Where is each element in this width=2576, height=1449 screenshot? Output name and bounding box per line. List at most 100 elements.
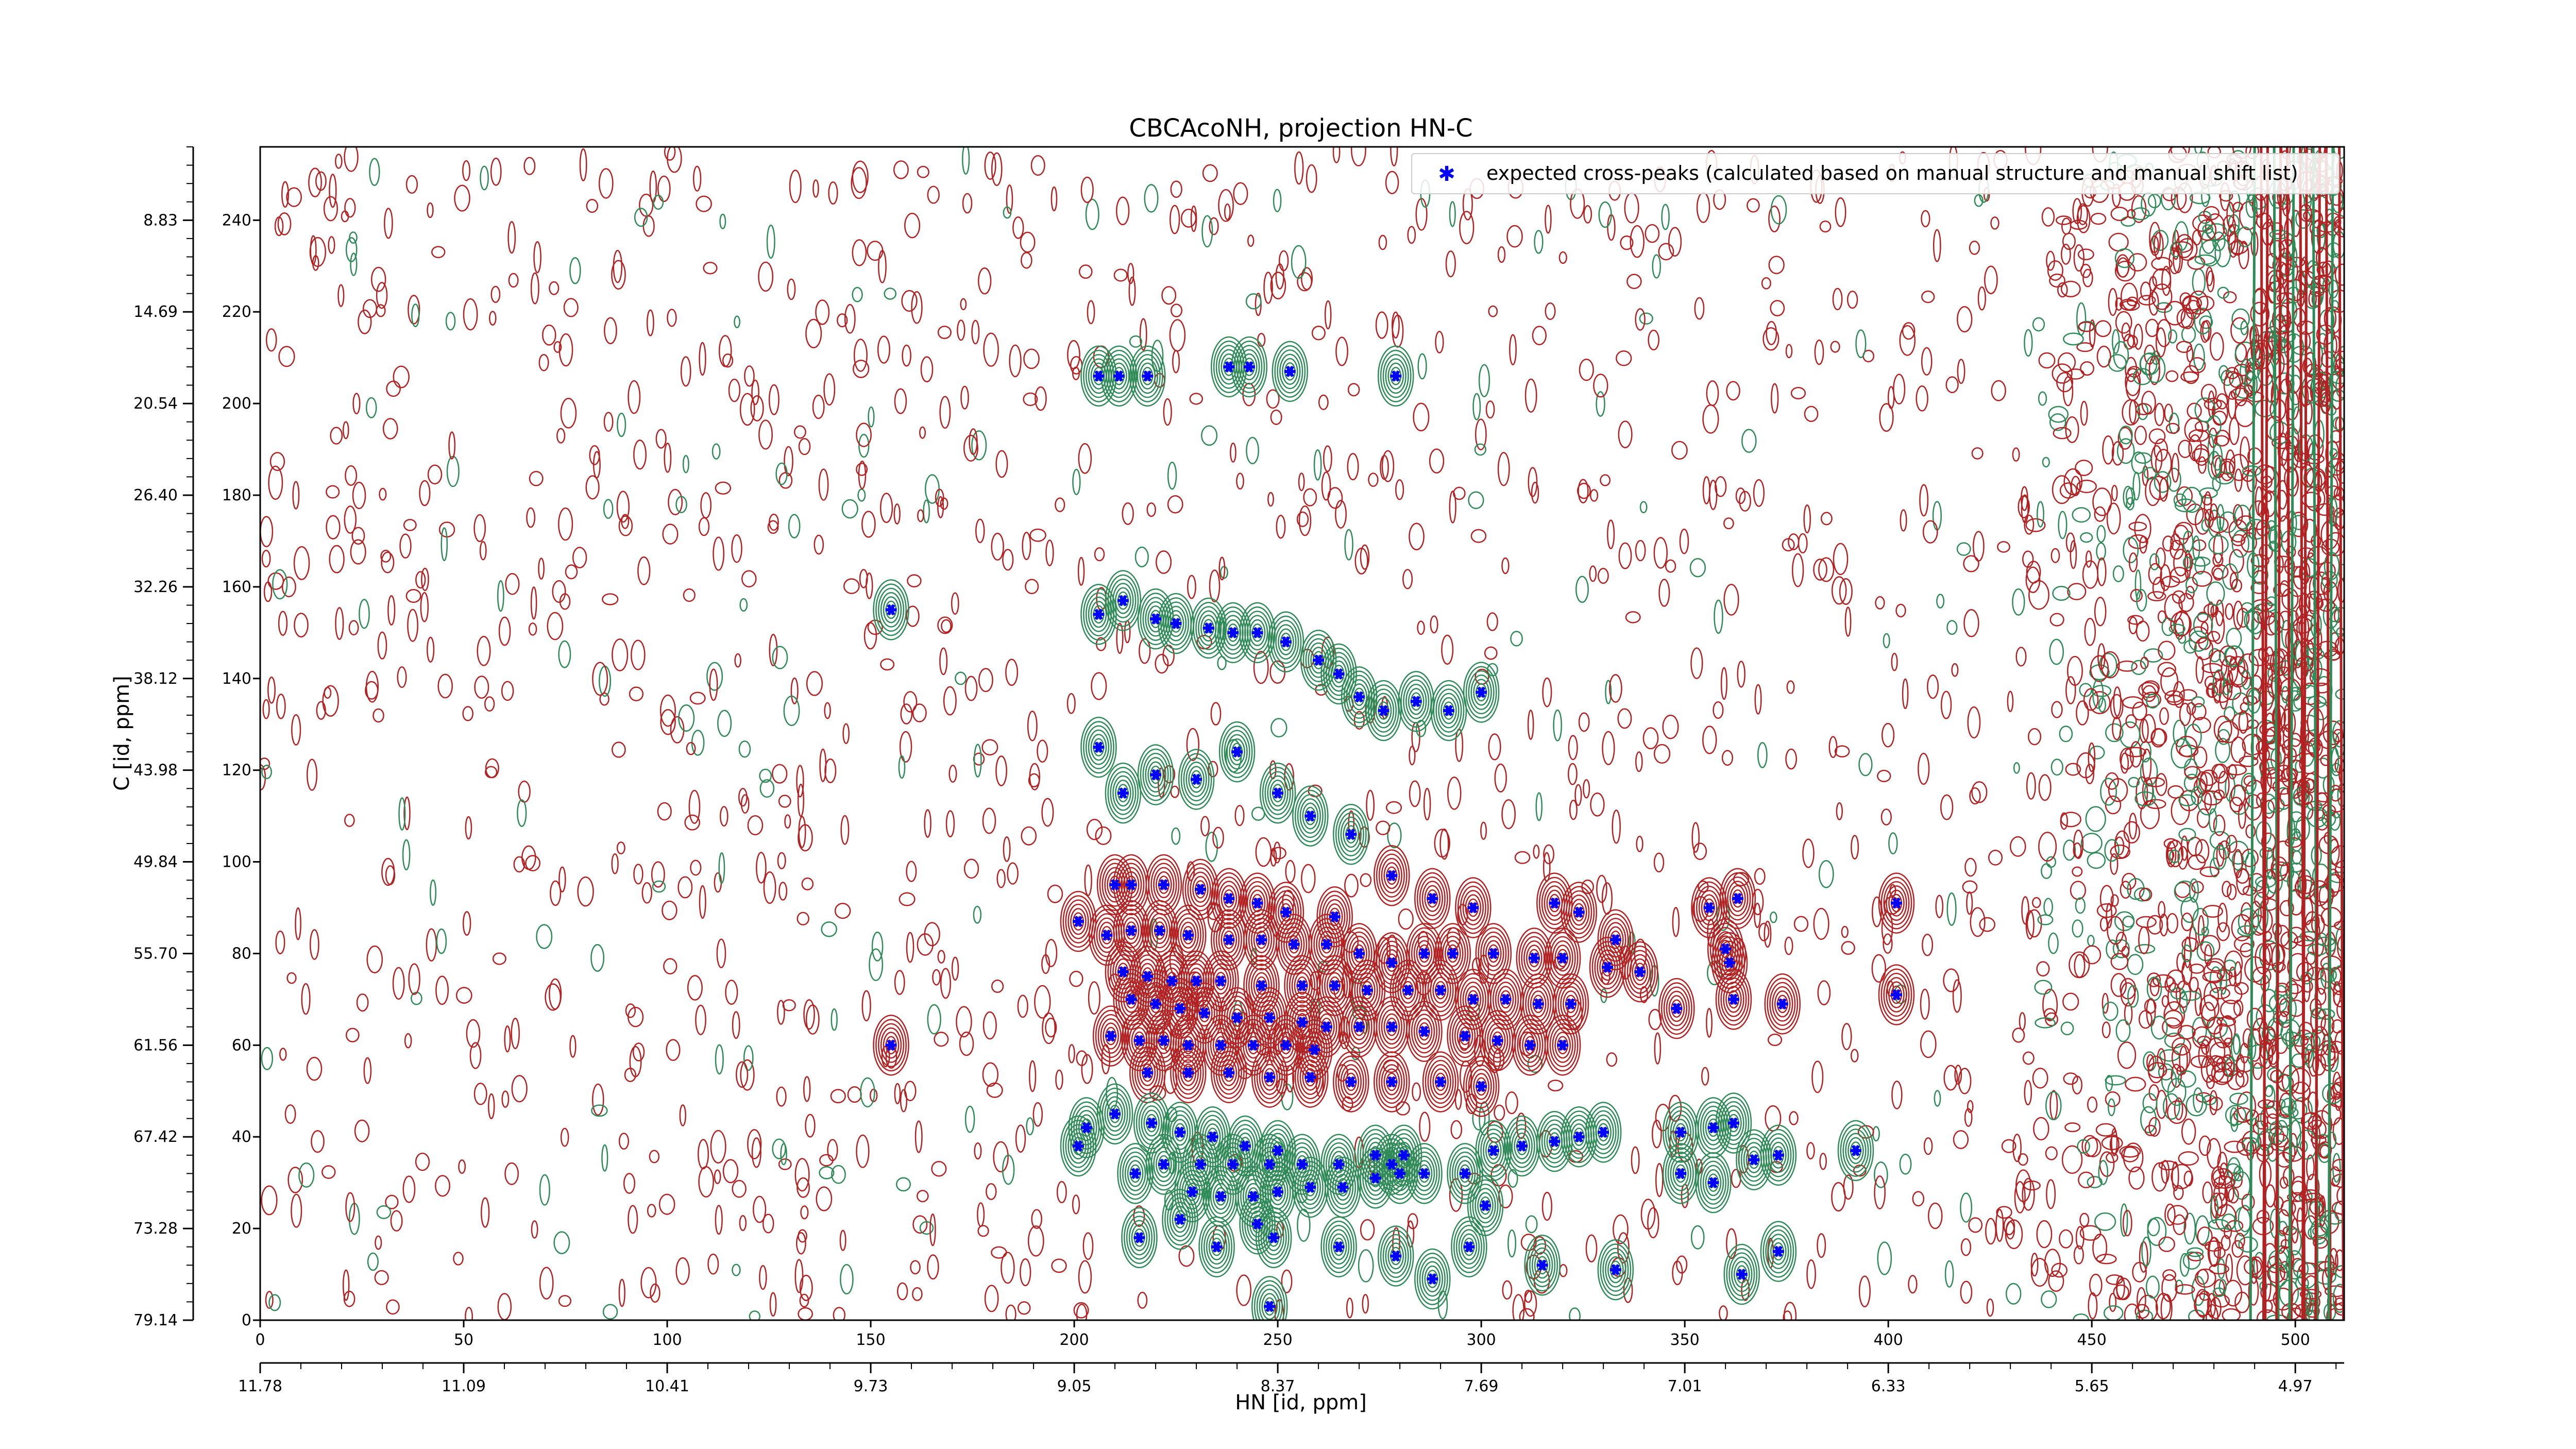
noise-contour: [2231, 534, 2246, 546]
noise-contour: [474, 676, 489, 699]
noise-contour: [2019, 1012, 2026, 1031]
noise-contour: [326, 515, 341, 540]
noise-contour: [906, 861, 917, 882]
noise-contour: [2153, 974, 2174, 988]
noise-contour: [903, 691, 918, 713]
noise-contour: [1963, 555, 1979, 572]
noise-contour: [1855, 329, 1867, 359]
noise-contour: [359, 599, 370, 629]
noise-contour: [399, 533, 412, 559]
noise-contour: [911, 291, 923, 324]
noise-contour: [799, 1293, 809, 1308]
noise-contour: [1951, 663, 1959, 677]
noise-contour: [1378, 234, 1387, 250]
noise-contour: [927, 1004, 941, 1035]
noise-contour: [667, 309, 677, 327]
noise-contour: [995, 450, 1008, 478]
noise-contour: [1630, 225, 1645, 258]
noise-contour: [986, 1183, 997, 1200]
noise-contour: [894, 1083, 901, 1105]
noise-contour: [618, 515, 633, 536]
noise-contour: [2122, 399, 2141, 426]
noise-contour: [649, 1150, 660, 1164]
noise-contour: [1960, 1280, 1973, 1304]
noise-contour: [1945, 376, 1959, 393]
noise-contour: [2046, 250, 2055, 271]
noise-contour: [2185, 585, 2195, 600]
noise-contour: [974, 1142, 982, 1160]
noise-contour: [508, 273, 519, 288]
noise-contour: [1423, 788, 1431, 821]
noise-contour: [775, 462, 788, 485]
noise-contour: [2215, 737, 2231, 763]
noise-contour: [1753, 479, 1765, 507]
noise-contour: [559, 593, 571, 610]
noise-contour: [1940, 690, 1952, 719]
noise-contour: [778, 795, 791, 808]
noise-contour: [1635, 540, 1646, 562]
noise-contour: [818, 468, 829, 501]
noise-contour: [1187, 575, 1196, 599]
noise-contour: [1301, 267, 1313, 291]
noise-contour: [281, 181, 290, 208]
noise-contour: [2291, 1053, 2307, 1068]
noise-contour: [1023, 392, 1038, 407]
noise-contour: [2158, 1236, 2175, 1252]
noise-contour: [688, 789, 701, 824]
noise-contour: [2313, 571, 2330, 595]
noise-contour: [1233, 182, 1248, 205]
noise-contour: [2050, 548, 2060, 563]
noise-contour: [1997, 541, 2010, 553]
noise-contour: [2096, 1254, 2117, 1265]
x-ppm-tick-label: 9.73: [854, 1377, 888, 1395]
noise-contour: [894, 388, 907, 414]
noise-contour: [358, 309, 372, 334]
noise-contour: [1960, 1192, 1973, 1223]
noise-contour: [504, 1025, 511, 1053]
noise-contour: [2123, 1142, 2144, 1173]
noise-contour: [2332, 416, 2344, 431]
noise-contour: [1502, 1280, 1513, 1300]
noise-contour: [604, 317, 617, 345]
noise-contour: [426, 928, 437, 962]
noise-contour: [1067, 340, 1080, 369]
noise-contour: [1590, 792, 1605, 817]
noise-contour: [1509, 334, 1517, 365]
noise-contour: [1146, 502, 1156, 517]
noise-contour: [1113, 268, 1128, 282]
noise-contour: [1758, 922, 1770, 941]
noise-contour: [2269, 398, 2286, 422]
noise-contour: [465, 816, 472, 840]
noise-contour: [1459, 211, 1475, 244]
noise-contour: [766, 224, 775, 259]
noise-contour: [344, 147, 359, 172]
noise-contour: [298, 1162, 315, 1188]
noise-contour: [2045, 1012, 2058, 1026]
noise-contour: [2012, 1027, 2025, 1043]
noise-contour: [560, 398, 577, 429]
noise-contour: [1979, 917, 1996, 932]
noise-contour: [1996, 1206, 2012, 1219]
noise-contour: [1964, 857, 1977, 877]
noise-contour: [1995, 1208, 2004, 1242]
noise-contour: [675, 496, 687, 513]
noise-contour: [465, 1307, 473, 1320]
noise-contour: [943, 686, 957, 716]
noise-contour: [1596, 391, 1605, 417]
noise-contour: [1818, 860, 1834, 888]
noise-contour: [1702, 726, 1717, 754]
legend-label: expected cross-peaks (calculated based o…: [1486, 162, 2298, 184]
noise-contour: [1902, 322, 1916, 340]
noise-contour: [2206, 266, 2213, 287]
noise-contour: [1966, 891, 1973, 915]
noise-contour: [1076, 1050, 1088, 1066]
contour-layer: [260, 147, 2344, 1320]
noise-contour: [740, 1059, 755, 1091]
noise-contour: [2245, 194, 2258, 218]
noise-contour: [736, 1061, 749, 1088]
noise-contour: [680, 356, 691, 387]
noise-contour: [1210, 702, 1222, 726]
noise-contour: [435, 975, 449, 1005]
noise-contour: [797, 783, 805, 817]
noise-contour: [917, 165, 929, 178]
